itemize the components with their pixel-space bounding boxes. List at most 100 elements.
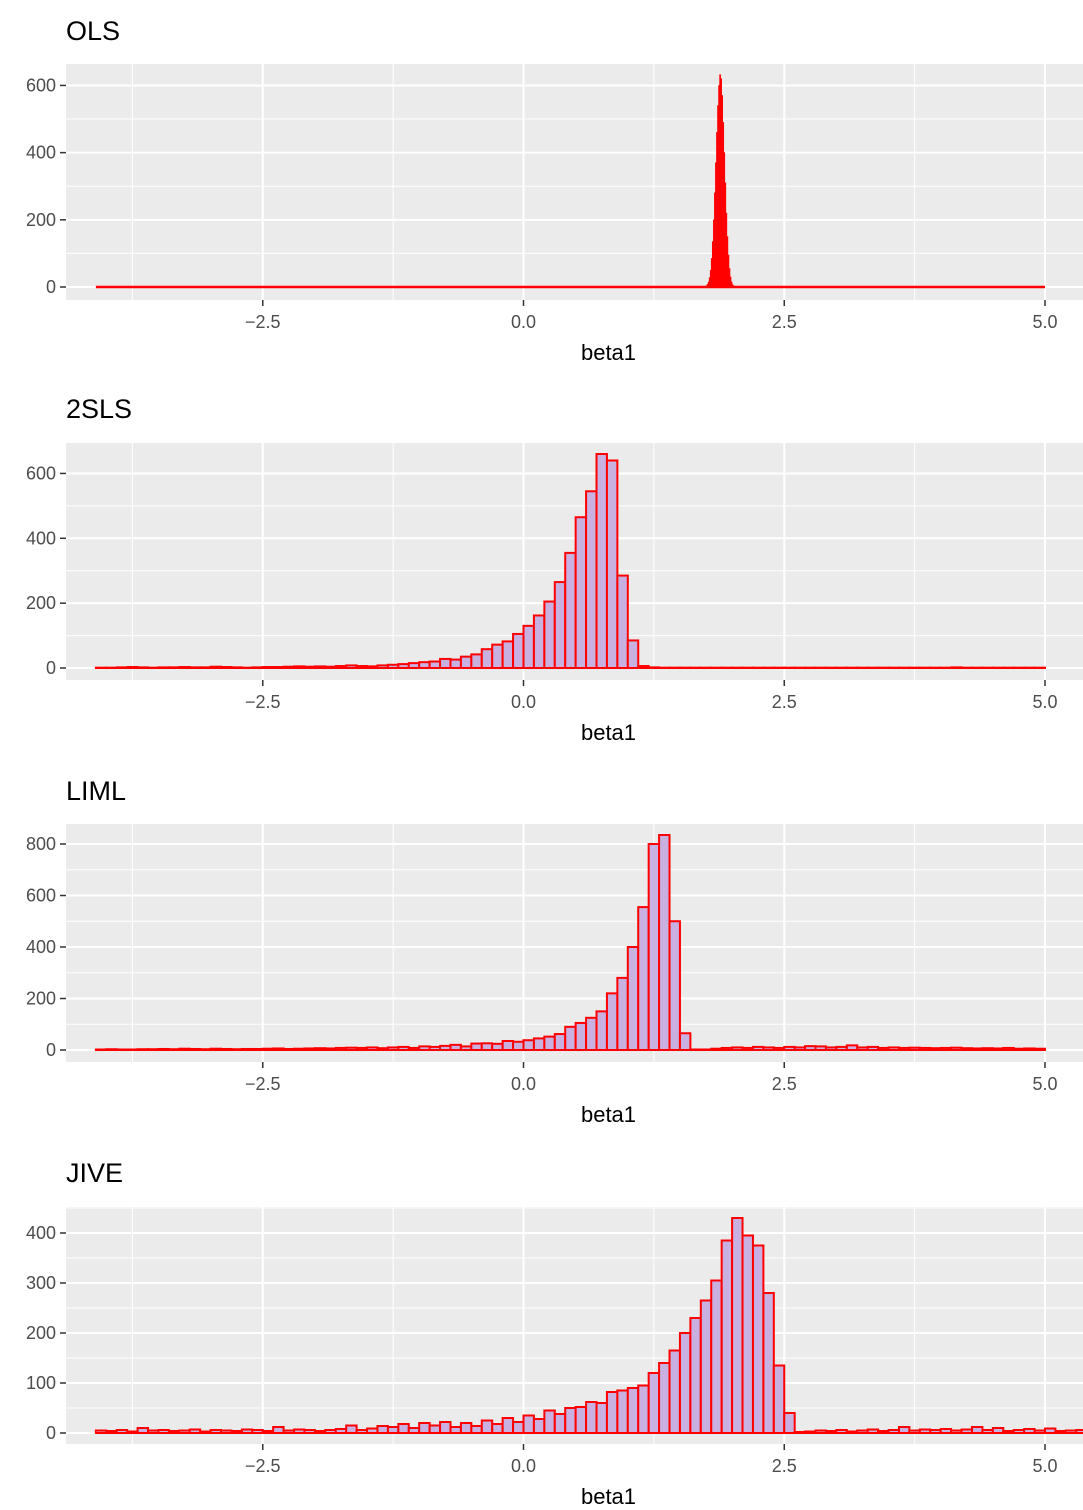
histogram-bar [574,1021,588,1051]
y-tick-label: 100 [26,1373,56,1393]
histogram-bar [251,1429,264,1434]
histogram-bar [605,1391,619,1434]
histogram-bar [313,1430,327,1434]
plot-panel [66,1207,1083,1444]
histogram-bar [824,1046,838,1052]
histogram-bar [209,665,223,669]
y-tick-label: 400 [26,528,56,548]
histogram-bar [522,624,535,670]
histogram-bar [324,1429,337,1434]
histogram-bar [491,1042,504,1051]
histogram-bar [94,1048,108,1051]
histogram-bar [543,600,556,669]
histogram-bar [230,666,243,669]
histogram-bar [950,1046,963,1051]
histogram-bar [449,1426,462,1434]
x-tick-label: 2.5 [772,1074,797,1094]
x-axis-label: beta1 [581,1484,636,1509]
histogram-bar [918,1428,932,1434]
histogram-bar [783,1412,796,1434]
histogram-bar [970,1426,984,1434]
histogram-bar [595,1010,608,1052]
histogram-bar [157,1429,170,1434]
histogram-bar [668,920,681,1052]
histogram-bar [470,653,483,670]
histogram-bar [220,1047,233,1052]
histogram-bar [366,1427,379,1434]
histogram-bar [397,1045,410,1051]
histogram-bar [877,1046,890,1051]
histogram-bar [981,1047,994,1052]
histogram-bar [866,1428,880,1434]
y-tick-label: 600 [26,463,56,483]
histogram-bar [908,1429,921,1434]
histogram-bar [866,1045,880,1051]
x-axis-label: beta1 [581,720,636,745]
histogram-bar [209,1429,223,1434]
histogram-bar [501,640,515,669]
histogram-bar [637,665,650,670]
histogram-bar [720,1046,734,1051]
histogram-bar [459,1422,473,1434]
histogram-bar [178,1429,191,1434]
histogram-bar [585,490,598,669]
histogram-bar [251,666,264,669]
histogram-bar [710,1279,723,1434]
histogram-bar [355,665,369,670]
y-tick-label: 800 [26,834,56,854]
histogram-bar [188,1428,202,1434]
histogram-bar [157,666,170,669]
histogram-bar [439,1044,452,1052]
histogram-bar [459,1045,473,1052]
chart-panel-2sls: 2SLS −2.5 0.0 2.5 5.0 0 200 400 600 beta1 [26,394,1083,745]
histogram-bar [595,1402,608,1434]
histogram-bar [553,581,567,669]
histogram-bar [626,1387,640,1434]
histogram-bar [345,1424,358,1434]
histogram-bar [397,1423,410,1434]
chart-panel-liml: LIML −2.5 0.0 2.5 5.0 0 200 400 600 800 beta1 [26,776,1083,1127]
histogram-bar [772,1364,786,1434]
histogram-bar [678,1332,692,1434]
histogram-bar [303,1047,316,1051]
x-tick-label: 2.5 [772,692,797,712]
y-tick-label: 0 [46,1423,56,1443]
histogram-bar [293,1047,306,1051]
histogram-bar [480,1042,494,1052]
histogram-bar [428,660,442,669]
histogram-bar [94,1429,108,1434]
histogram-bar [188,1047,202,1052]
histogram-bar [157,1047,170,1052]
histogram-bar [272,1426,285,1434]
histogram-bar [480,648,494,670]
histogram-bar [658,834,671,1051]
histogram-bar [126,1048,139,1051]
histogram-bar [220,666,233,670]
histogram-bar [345,1046,358,1051]
y-tick-label: 400 [26,937,56,957]
x-tick-label: 2.5 [772,312,797,332]
histogram-bar [835,1045,848,1051]
histogram-bar [199,1430,212,1434]
histogram-bar [574,516,588,670]
x-axis-label: beta1 [581,340,636,365]
x-tick-label: 0.0 [511,1074,536,1094]
x-tick-label: 5.0 [1032,692,1057,712]
histogram-bar [793,1046,807,1052]
histogram-bar [355,1429,369,1434]
histogram-bar [480,1419,494,1434]
histogram-bar [731,1046,744,1052]
x-axis-label: beta1 [581,1102,636,1127]
histogram-bar [835,1429,848,1434]
histogram-bar [136,666,150,669]
histogram-bar [386,1046,400,1052]
histogram-bar [616,574,629,669]
histogram-bar [668,1349,681,1434]
plot-panel [66,64,1083,300]
x-tick-label: 0.0 [511,1456,536,1476]
histogram-bar [126,666,139,670]
histogram-bars [95,74,1045,289]
histogram-bar [1075,1429,1083,1434]
histogram-bar [804,1045,817,1051]
histogram-bar [167,1430,181,1434]
